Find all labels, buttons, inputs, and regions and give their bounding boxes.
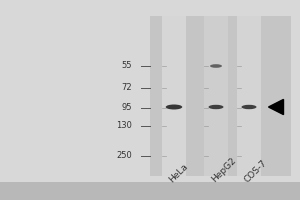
Text: 130: 130 xyxy=(116,121,132,130)
Polygon shape xyxy=(268,99,284,115)
Bar xyxy=(204,16,228,176)
Text: 250: 250 xyxy=(116,152,132,160)
Text: 95: 95 xyxy=(122,104,132,112)
Bar xyxy=(0,182,300,200)
Text: 72: 72 xyxy=(122,83,132,92)
Text: 55: 55 xyxy=(122,62,132,71)
Bar xyxy=(150,16,291,176)
Ellipse shape xyxy=(210,64,222,68)
Ellipse shape xyxy=(242,105,256,109)
Text: HeLa: HeLa xyxy=(168,161,190,184)
Ellipse shape xyxy=(166,104,182,110)
Bar xyxy=(237,16,261,176)
Text: COS-7: COS-7 xyxy=(243,158,269,184)
Ellipse shape xyxy=(208,105,224,109)
Text: HepG2: HepG2 xyxy=(210,156,238,184)
Bar xyxy=(162,16,186,176)
